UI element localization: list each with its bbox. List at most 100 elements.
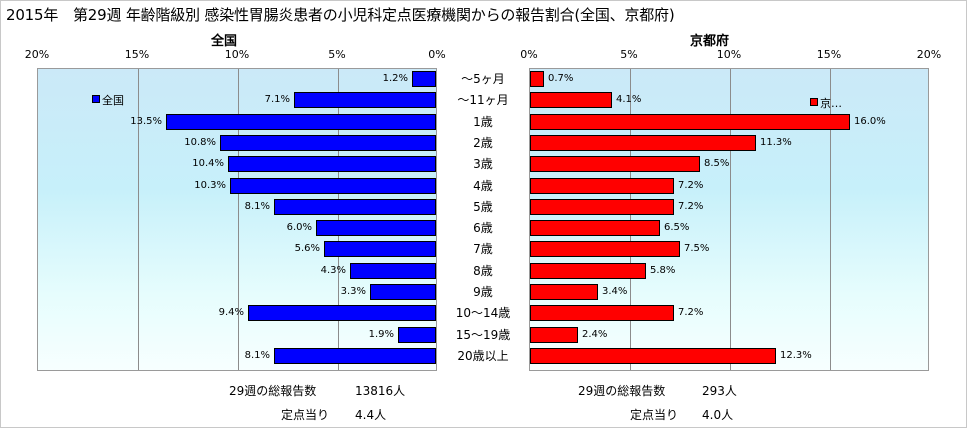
category-label: 15～19歳: [455, 327, 511, 342]
national-data-label: 1.2%: [382, 73, 408, 84]
kyoto-data-label: 2.4%: [582, 328, 608, 340]
national-data-label: 13.5%: [130, 115, 162, 127]
kyoto-tick-label: 15%: [816, 48, 842, 61]
national-bar: [274, 347, 436, 364]
legend-label-kyoto: 京…: [820, 97, 842, 110]
category-label: 3歳: [473, 157, 493, 172]
kyoto-data-label: 0.7%: [548, 73, 574, 84]
kyoto-data-label: 12.3%: [780, 349, 812, 361]
legend-swatch-kyoto: [810, 98, 818, 106]
kyoto-legend: 京…: [810, 95, 842, 111]
national-bar: [228, 156, 436, 173]
kyoto-bar: [530, 305, 674, 322]
national-bar: [230, 177, 436, 194]
kyoto-bar: [530, 241, 680, 258]
national-data-label: 5.6%: [294, 243, 320, 255]
kyoto-per-value: 4.0人: [702, 408, 734, 422]
national-bar: [398, 326, 436, 343]
national-data-label: 7.1%: [264, 94, 290, 106]
national-gridline: [238, 69, 239, 370]
kyoto-bar: [530, 262, 646, 279]
national-data-label: 6.0%: [286, 222, 312, 234]
national-data-label: 9.4%: [218, 307, 244, 319]
kyoto-bar: [530, 156, 700, 173]
category-label: 2歳: [473, 135, 493, 150]
category-label: 20歳以上: [457, 348, 509, 363]
kyoto-bar: [530, 113, 850, 130]
national-tick-label: 10%: [224, 48, 250, 61]
category-label: 4歳: [473, 178, 493, 193]
national-gridline: [138, 69, 139, 370]
kyoto-bar: [530, 220, 660, 237]
legend-swatch-national: [92, 95, 100, 103]
kyoto-data-label: 8.5%: [704, 158, 730, 170]
kyoto-data-label: 3.4%: [602, 286, 628, 297]
category-label: 10～14歳: [455, 306, 511, 321]
national-bar: [274, 198, 436, 215]
kyoto-gridline: [830, 69, 831, 370]
kyoto-tick-label: 0%: [520, 48, 538, 61]
kyoto-panel-title: 京都府: [690, 34, 730, 49]
national-tick-label: 20%: [24, 48, 50, 61]
kyoto-gridline: [630, 69, 631, 370]
national-bar: [412, 71, 436, 87]
national-data-label: 10.4%: [192, 158, 224, 170]
national-per-label: 定点当り: [281, 408, 330, 422]
national-data-label: 3.3%: [340, 286, 366, 297]
national-bar: [350, 262, 436, 279]
kyoto-data-label: 4.1%: [616, 94, 642, 106]
kyoto-per-label: 定点当り: [630, 408, 679, 422]
national-bar: [324, 241, 436, 258]
kyoto-bar: [530, 71, 544, 87]
national-data-label: 10.8%: [184, 136, 216, 148]
national-panel-title: 全国: [211, 34, 238, 49]
national-bar: [370, 284, 436, 300]
category-label: 9歳: [473, 285, 493, 299]
kyoto-bar: [530, 92, 612, 109]
kyoto-bar: [530, 284, 598, 300]
national-per-value: 4.4人: [355, 408, 387, 422]
kyoto-tick-label: 10%: [716, 48, 742, 61]
national-total-value: 13816人: [355, 384, 406, 398]
kyoto-bar: [530, 198, 674, 215]
kyoto-tick-label: 5%: [620, 48, 638, 61]
chart-title: 2015年 第29週 年齢階級別 感染性胃腸炎患者の小児科定点医療機関からの報告…: [6, 6, 675, 24]
kyoto-data-label: 11.3%: [760, 136, 792, 148]
national-gridline: [338, 69, 339, 370]
kyoto-data-label: 7.2%: [678, 307, 704, 319]
category-label: ～11ヶ月: [457, 93, 509, 108]
kyoto-tick-label: 20%: [916, 48, 942, 61]
national-tick-label: 0%: [428, 48, 446, 61]
national-bar: [294, 92, 436, 109]
national-legend: 全国: [92, 92, 124, 108]
national-bar: [316, 220, 436, 237]
kyoto-data-label: 6.5%: [664, 222, 690, 234]
national-bar: [248, 305, 436, 322]
category-label: 5歳: [473, 199, 493, 214]
kyoto-bar: [530, 326, 578, 343]
national-data-label: 8.1%: [244, 200, 270, 212]
national-data-label: 8.1%: [244, 349, 270, 361]
kyoto-bar: [530, 177, 674, 194]
kyoto-data-label: 5.8%: [650, 264, 676, 276]
national-data-label: 10.3%: [194, 179, 226, 191]
national-tick-label: 15%: [124, 48, 150, 61]
national-tick-label: 5%: [328, 48, 346, 61]
national-bar: [166, 113, 436, 130]
kyoto-data-label: 16.0%: [854, 115, 886, 127]
category-label: 7歳: [473, 242, 493, 257]
national-data-label: 1.9%: [368, 328, 394, 340]
national-data-label: 4.3%: [320, 264, 346, 276]
kyoto-bar: [530, 134, 756, 151]
national-total-label: 29週の総報告数: [229, 384, 317, 398]
kyoto-data-label: 7.2%: [678, 179, 704, 191]
category-label: 6歳: [473, 221, 493, 236]
kyoto-data-label: 7.2%: [678, 200, 704, 212]
kyoto-data-label: 7.5%: [684, 243, 710, 255]
national-bar: [220, 134, 436, 151]
legend-label-national: 全国: [102, 94, 124, 107]
category-label: ～5ヶ月: [461, 72, 505, 86]
kyoto-bar: [530, 347, 776, 364]
kyoto-gridline: [730, 69, 731, 370]
kyoto-total-value: 293人: [702, 384, 737, 398]
